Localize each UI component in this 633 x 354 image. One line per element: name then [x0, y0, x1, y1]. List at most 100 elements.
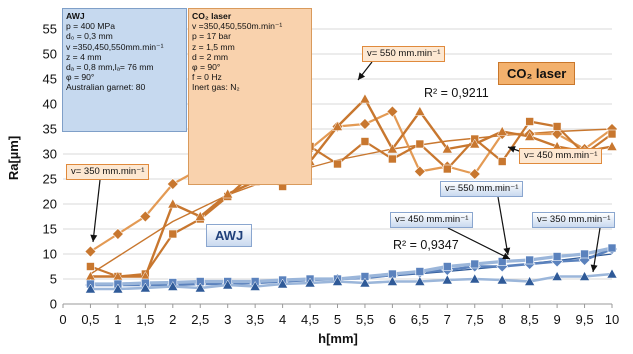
x-tick-label: 3	[224, 312, 231, 327]
awj-triangle-point	[85, 283, 96, 294]
awj-square-point	[415, 267, 425, 276]
y-axis-label: Ra[µm]	[6, 136, 21, 180]
laser-square-point	[525, 117, 534, 126]
y-tick-label: 35	[43, 122, 57, 137]
x-tick-label: 8	[499, 312, 506, 327]
x-tick-label: 7	[444, 312, 451, 327]
awj-triangle-point	[277, 278, 289, 289]
leader-awj-450-head	[502, 252, 510, 259]
laser-square-point	[388, 154, 397, 164]
y-tick-label: 5	[50, 272, 57, 287]
x-axis-label: h[mm]	[318, 331, 358, 346]
awj-triangle-point	[469, 273, 481, 284]
x-tick-label: 5,5	[356, 312, 374, 327]
laser-square-point	[333, 159, 342, 169]
x-tick-label: 2	[169, 312, 176, 327]
y-tick-label: 40	[43, 97, 57, 112]
co2-param-gas: Inert gas: N₂	[192, 82, 240, 93]
awj-triangle-point	[332, 275, 343, 286]
leader-laser-550-head	[358, 72, 366, 80]
x-tick-label: 8,5	[521, 312, 539, 327]
awj-triangle-point	[606, 268, 618, 279]
awj-param-abrasive: Australian garnet: 80	[66, 82, 146, 93]
leader-awj-350-head	[590, 264, 598, 272]
laser-triangle-point	[524, 130, 536, 141]
x-tick-label: 1	[114, 312, 121, 327]
laser-diamond-point	[139, 210, 152, 223]
laser-triangle-point	[469, 138, 481, 149]
x-tick-label: 2,5	[191, 312, 209, 327]
x-tick-label: 4	[279, 312, 286, 327]
awj-param-orifice: d₀ = 0,3 mm	[66, 31, 113, 42]
awj-triangle-point	[222, 279, 234, 290]
awj-triangle-point	[414, 275, 426, 286]
r2-co2-annotation: R² = 0,9211	[424, 86, 489, 100]
awj-label: AWJ	[206, 224, 253, 247]
laser-triangle-point	[359, 93, 371, 104]
awj-triangle-point	[194, 282, 206, 293]
leader-laser-450-head	[508, 146, 516, 153]
callout-laser-350: v= 350 mm.min⁻¹	[66, 164, 150, 180]
awj-box-title: AWJ	[66, 11, 85, 21]
laser-diamond-point	[468, 168, 481, 180]
laser-triangle-point	[386, 143, 398, 154]
y-tick-label: 25	[43, 172, 57, 187]
laser-square-point	[442, 164, 452, 174]
x-tick-label: 4,5	[301, 312, 319, 327]
awj-param-standoff: z = 4 mm	[66, 51, 102, 62]
x-tick-label: 10	[605, 312, 619, 327]
x-tick-label: 9,5	[576, 312, 594, 327]
laser-square-point	[497, 157, 507, 166]
data-series	[84, 93, 618, 294]
laser-triangle-point	[496, 125, 508, 136]
y-tick-label: 55	[43, 22, 57, 37]
awj-square-point	[442, 262, 452, 271]
awj-square-point	[497, 257, 507, 266]
awj-triangle-point	[551, 270, 563, 281]
laser-triangle-point	[441, 143, 453, 154]
x-tick-label: 5	[334, 312, 341, 327]
awj-param-angle: φ = 90°	[66, 72, 95, 83]
x-tick-label: 0	[59, 312, 66, 327]
laser-square-point	[86, 262, 95, 271]
laser-square-point	[360, 137, 370, 146]
awj-triangle-point	[496, 274, 508, 285]
awj-triangle-point	[112, 283, 124, 294]
laser-square-point	[415, 139, 425, 149]
leader-laser-350	[92, 179, 101, 243]
awj-triangle-point	[167, 280, 179, 291]
awj-square-point	[580, 249, 589, 259]
awj-parameters-box: AWJ p = 400 MPa d₀ = 0,3 mm v =350,450,5…	[62, 8, 187, 132]
laser-triangle-point	[414, 105, 426, 116]
awj-square-point	[607, 243, 617, 253]
x-tick-label: 7,5	[466, 312, 484, 327]
laser-diamond-point	[551, 128, 564, 140]
laser-series-triangle-line	[90, 97, 613, 278]
awj-triangle-point	[386, 275, 398, 286]
x-tick-label: 6,5	[411, 312, 429, 327]
co2-box-title: CO₂ laser	[192, 11, 232, 21]
y-tick-label: 20	[43, 197, 57, 212]
leader-awj-550-head	[503, 247, 511, 255]
leader-awj-450	[447, 227, 511, 260]
awj-series-square-line	[90, 246, 613, 286]
axes: 0 5 10 15 20 25 30 35 40 45 50 55 0 0,5 1 1,5 2 2,5 3 3,5 4 4…	[43, 22, 620, 328]
x-tick-label: 3,5	[246, 312, 264, 327]
callout-laser-550: v= 550 mm.min⁻¹	[362, 46, 446, 62]
callout-awj-450: v= 450 mm.min⁻¹	[390, 212, 474, 228]
laser-diamond-point	[111, 228, 124, 240]
laser-diamond-point	[166, 178, 179, 190]
co2-parameters-box: CO₂ laser v =350,450,550m.min⁻¹ p = 17 b…	[188, 8, 312, 185]
y-tick-label: 10	[43, 247, 57, 262]
y-tick-label: 0	[50, 297, 57, 312]
co2-param-standoff: z = 1,5 mm	[192, 41, 235, 52]
awj-square-point	[525, 255, 534, 265]
laser-triangle-point	[194, 210, 206, 221]
co2-param-angle: φ = 90°	[192, 62, 221, 73]
co2-param-pressure: p = 17 bar	[192, 31, 231, 42]
laser-square-point	[607, 129, 617, 139]
awj-square-point	[552, 252, 562, 261]
laser-diamond-point	[386, 105, 399, 118]
co2-param-speed: v =350,450,550m.min⁻¹	[192, 21, 283, 32]
laser-triangle-point	[606, 140, 618, 151]
